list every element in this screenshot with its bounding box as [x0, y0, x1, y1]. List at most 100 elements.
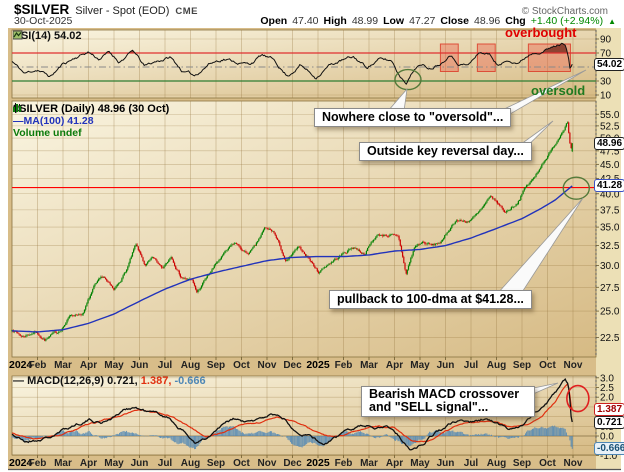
month-label: May — [410, 360, 430, 371]
annotation-macd-note: Bearish MACD crossover and "SELL signal"… — [361, 386, 535, 417]
month-label: Jul — [464, 458, 479, 469]
month-label: Jun — [437, 458, 455, 469]
volume-legend-label: Volume undef — [13, 127, 82, 139]
macd-tick-label: 2.5 — [600, 383, 614, 394]
macd-tick-label: 3.0 — [600, 373, 614, 384]
month-label: Apr — [386, 360, 403, 371]
price-legend: $SILVER (Daily) 48.96 (30 Oct) —MA(100) … — [13, 103, 169, 139]
month-label: Nov — [258, 458, 277, 469]
change-up-icon: ▲ — [608, 17, 616, 26]
close-value: 48.96 — [473, 15, 501, 27]
rsi-legend: RSI(14) 54.02 — [13, 30, 81, 42]
month-label: 2024 — [9, 457, 33, 469]
price-tick-label: 52.5 — [600, 121, 620, 132]
month-label: Dec — [283, 458, 302, 469]
price-tick-label: 32.5 — [600, 241, 620, 252]
symbol: $SILVER — [14, 2, 70, 17]
macd-crossover-circle — [566, 384, 590, 413]
oversold-label: oversold — [531, 83, 586, 98]
month-label: Apr — [80, 458, 97, 469]
overbought-zone — [439, 43, 459, 72]
month-label: Jun — [131, 458, 149, 469]
price-tick-label: 30.0 — [600, 261, 620, 272]
rsi-value-badge: 54.02 — [594, 57, 624, 71]
month-label: Feb — [335, 458, 353, 469]
close-label: Close — [440, 15, 469, 27]
rsi-oversold-circle — [394, 68, 422, 91]
month-label: Jul — [158, 458, 173, 469]
price-tick-label: 37.5 — [600, 205, 620, 216]
month-label: 2024 — [9, 359, 33, 371]
signal-value-badge: 1.387 — [594, 402, 624, 416]
price-legend-label: $SILVER (Daily) 48.96 (30 Oct) — [13, 103, 170, 115]
month-label: Aug — [181, 458, 200, 469]
indicator-icon — [13, 30, 23, 40]
rsi-tick-label: 30 — [600, 77, 612, 88]
price-tick-label: 47.5 — [600, 146, 620, 157]
ma-100-line — [11, 185, 573, 333]
month-label: Jul — [464, 360, 479, 371]
ma-value-badge: 41.28 — [594, 179, 624, 193]
annotation-pullback-note: pullback to 100-dma at $41.28... — [329, 290, 532, 309]
macd-hist-value: -0.666 — [174, 375, 206, 387]
macd-legend-label: MACD(12,26,9) 0.721, — [27, 375, 138, 387]
macd-histogram — [11, 425, 573, 450]
chg-label: Chg — [505, 15, 526, 27]
macd-tick-label: 0.0 — [600, 432, 614, 443]
month-label: Jun — [437, 360, 455, 371]
month-label: Feb — [335, 360, 353, 371]
low-label: Low — [383, 15, 405, 27]
rsi-legend-label: RSI(14) 54.02 — [13, 30, 82, 42]
price-tick-label: 25.0 — [600, 307, 620, 318]
price-value-badge: 48.96 — [594, 136, 624, 150]
month-label: Sep — [207, 360, 225, 371]
high-label: High — [323, 15, 347, 27]
month-label: Jun — [131, 360, 149, 371]
month-label: May — [104, 360, 124, 371]
macd-line — [11, 377, 573, 451]
price-tick-label: 27.5 — [600, 283, 620, 294]
month-label: Sep — [207, 458, 225, 469]
month-label: Apr — [80, 360, 97, 371]
month-label: 2025 — [306, 457, 330, 469]
symbol-description: Silver - Spot (EOD) — [75, 5, 170, 17]
month-label: Oct — [539, 458, 556, 469]
annotation-rsi-note: Nowhere close to "oversold"... — [314, 108, 512, 127]
month-label: Nov — [564, 458, 583, 469]
macd-legend-dash: — — [13, 375, 24, 387]
month-label: Feb — [29, 458, 47, 469]
month-label: Oct — [539, 360, 556, 371]
month-label: Nov — [258, 360, 277, 371]
macd-signal-value: 1.387, — [140, 375, 172, 387]
price-tick-label: 45.0 — [600, 160, 620, 171]
quote-date: 30-Oct-2025 — [14, 15, 73, 27]
month-label: Nov — [564, 360, 583, 371]
month-label: Sep — [513, 360, 531, 371]
macd-tick-label: -1.0 — [600, 451, 618, 462]
price-tick-label: 40.0 — [600, 189, 620, 200]
month-label: Aug — [487, 360, 506, 371]
axis-gutter — [596, 28, 621, 470]
macd-legend: — MACD(12,26,9) 0.721, 1.387, -0.666 — [13, 375, 206, 387]
month-label: Oct — [233, 458, 250, 469]
macd-tick-label: 2.0 — [600, 393, 614, 404]
rsi-line — [11, 42, 573, 85]
month-label: Oct — [233, 360, 250, 371]
month-label: Sep — [513, 458, 531, 469]
macd-value-badge: 0.721 — [594, 415, 624, 429]
month-label: Mar — [54, 360, 72, 371]
month-label: Aug — [487, 458, 506, 469]
chart-header: $SILVER Silver - Spot (EOD) CME © StockC… — [14, 2, 614, 17]
quote-row: 30-Oct-2025 Open 47.40 High 48.99 Low 47… — [14, 15, 616, 27]
open-label: Open — [260, 15, 288, 27]
overbought-zone — [476, 43, 496, 72]
month-label: Dec — [283, 360, 302, 371]
month-label: Mar — [360, 360, 378, 371]
pullback-target-circle — [562, 176, 590, 200]
rsi-tick-label: 90 — [600, 35, 612, 46]
candles-up-bodies — [11, 122, 573, 341]
overbought-label: overbought — [505, 25, 577, 40]
month-label: Jul — [158, 360, 173, 371]
copyright: © StockCharts.com — [521, 6, 608, 17]
